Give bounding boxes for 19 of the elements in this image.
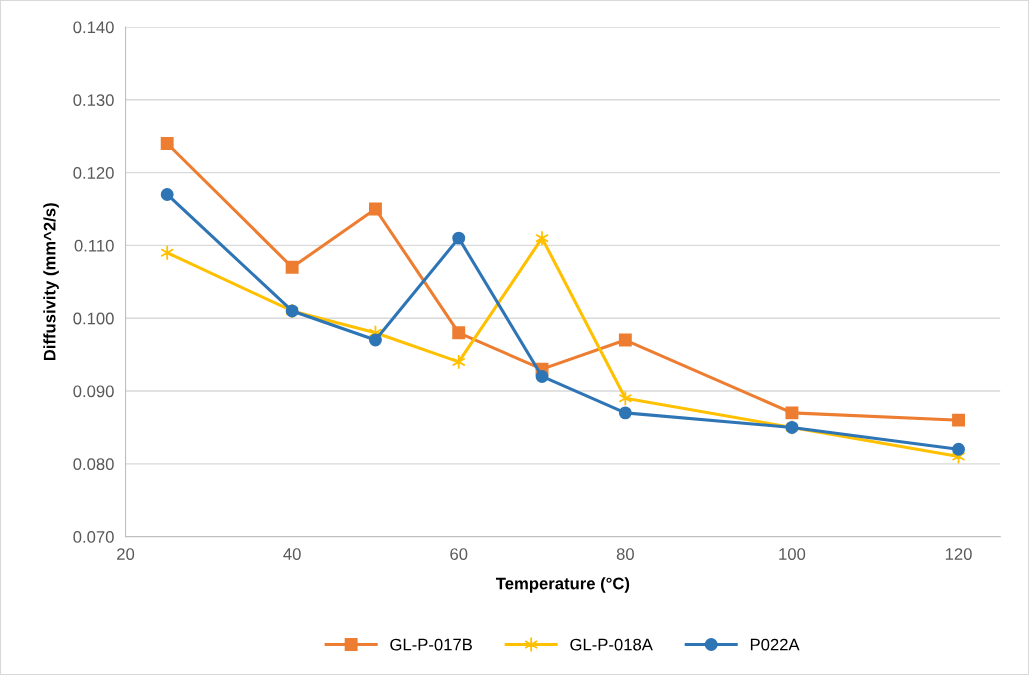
x-tick-label: 80 xyxy=(616,548,634,560)
legend-label: GL-P-017B xyxy=(390,638,472,651)
y-tick-label: 0.080 xyxy=(73,458,114,471)
y-tick-label: 0.120 xyxy=(73,167,114,179)
y-tick-label: 0.140 xyxy=(73,21,114,34)
y-axis-title: Diffusivity (mm^2/s) xyxy=(43,203,59,361)
legend-label: GL-P-018A xyxy=(570,638,653,651)
x-tick-label: 40 xyxy=(283,548,301,560)
x-axis-title: Temperature (°C) xyxy=(495,577,630,593)
x-tick-label: 100 xyxy=(779,548,806,560)
y-tick-label: 0.100 xyxy=(73,312,114,325)
x-tick-label: 120 xyxy=(945,548,972,560)
y-tick-label: 0.130 xyxy=(73,94,114,107)
y-tick-label: 0.070 xyxy=(73,531,114,543)
x-tick-label: 20 xyxy=(117,548,135,560)
y-tick-label: 0.110 xyxy=(74,239,114,252)
x-tick-label: 60 xyxy=(450,548,468,560)
y-tick-label: 0.090 xyxy=(73,385,114,398)
legend-label: P022A xyxy=(750,638,800,651)
